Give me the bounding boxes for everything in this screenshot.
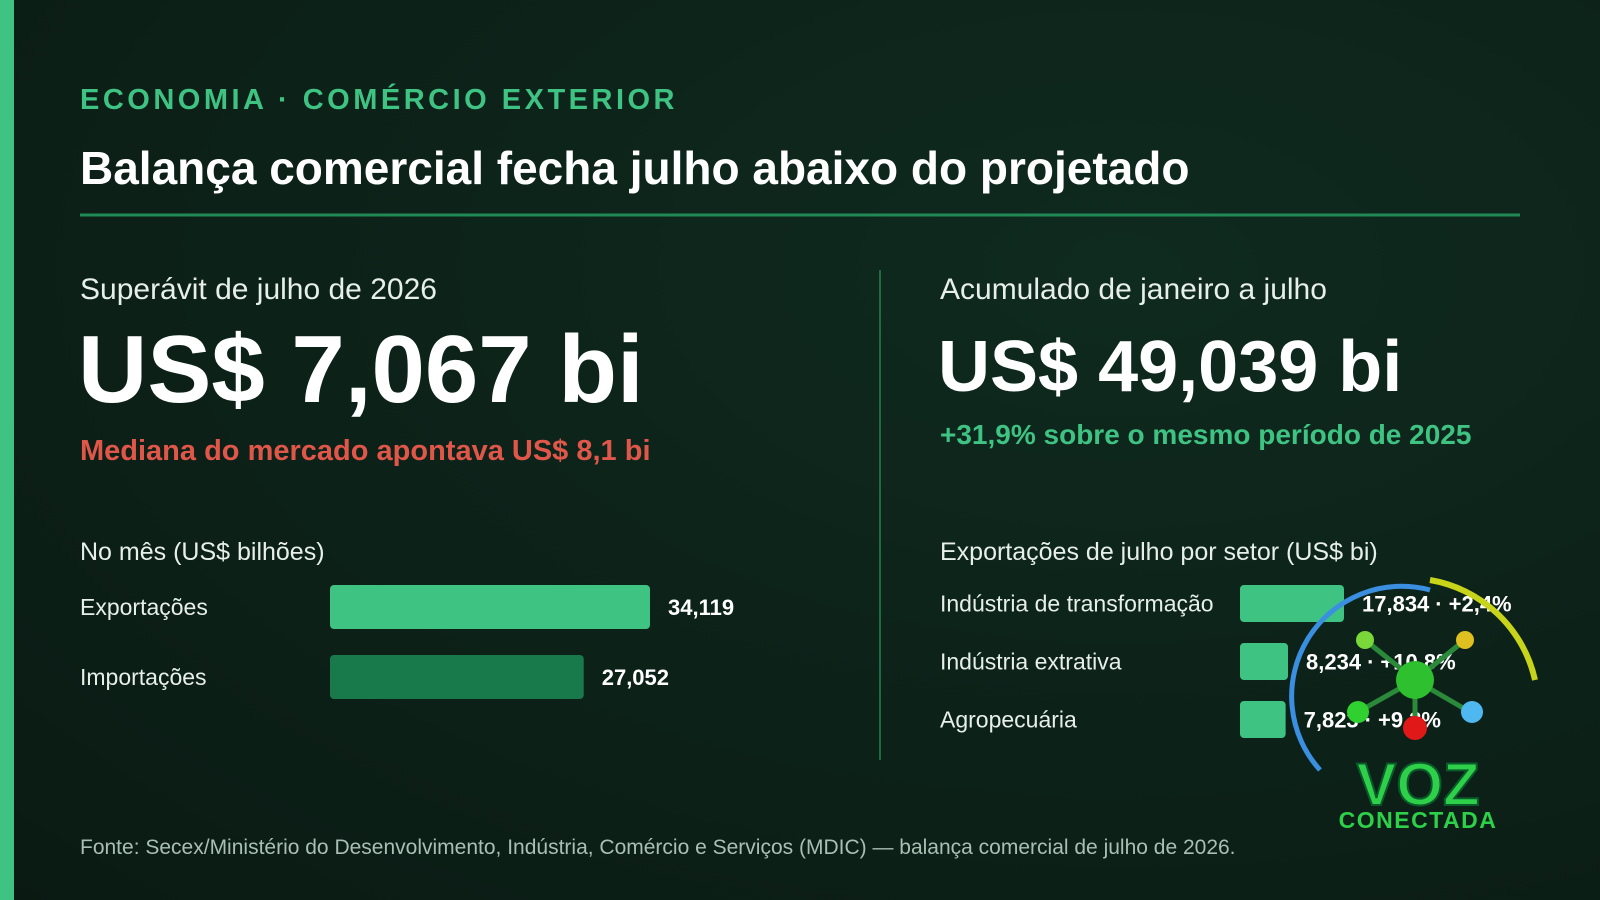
category-label: Exportações <box>80 594 208 620</box>
kicker: ECONOMIA · COMÉRCIO EXTERIOR <box>80 82 678 116</box>
value-text: 17,834 <box>1362 592 1430 617</box>
accent-strip <box>0 0 14 900</box>
category-label: Indústria de transformação <box>940 591 1214 617</box>
cumulative-value: US$ 49,039 bi <box>938 327 1402 407</box>
cumulative-note: +31,9% sobre o mesmo período de 2025 <box>940 419 1471 450</box>
logo-tagline: CONECTADA <box>1339 807 1498 833</box>
value-text: 34,119 <box>668 595 734 620</box>
category-label: Importações <box>80 664 207 690</box>
bar <box>330 585 650 629</box>
bar <box>1240 701 1286 738</box>
category-label: Agropecuária <box>940 707 1077 733</box>
separator: · <box>1435 592 1442 617</box>
logo-atom <box>1396 661 1434 699</box>
value-label: 17,834 · +2,4% <box>1362 592 1512 617</box>
bar <box>1240 643 1289 680</box>
monthly-value: US$ 7,067 bi <box>78 316 644 423</box>
logo-atom <box>1356 631 1374 649</box>
monthly-label: Superávit de julho de 2026 <box>80 273 437 306</box>
logo-atom <box>1461 701 1483 723</box>
value-text: 27,052 <box>602 665 669 690</box>
source: Fonte: Secex/Ministério do Desenvolvimen… <box>80 836 1236 859</box>
monthly-note: Mediana do mercado apontava US$ 8,1 bi <box>80 435 651 467</box>
bar <box>1240 585 1344 622</box>
headline: Balança comercial fecha julho abaixo do … <box>80 142 1189 194</box>
separator: · <box>1367 650 1374 675</box>
watermark-logo: VOZ CONECTADA <box>1289 577 1538 833</box>
bar <box>330 655 584 699</box>
logo-arc <box>1429 577 1538 681</box>
change-text: +2,4% <box>1449 592 1512 617</box>
category-label: Indústria extrativa <box>940 649 1122 675</box>
separator: · <box>1365 708 1372 733</box>
logo-name: VOZ <box>1356 751 1479 818</box>
logo-atom <box>1456 631 1474 649</box>
logo-atom <box>1403 716 1427 740</box>
cumulative-label: Acumulado de janeiro a julho <box>940 273 1327 306</box>
logo-atom <box>1347 701 1369 723</box>
chart-title: Exportações de julho por setor (US$ bi) <box>940 538 1378 566</box>
value-label: 34,119 <box>668 595 734 620</box>
chart-title: No mês (US$ bilhões) <box>80 538 325 566</box>
value-label: 27,052 <box>602 665 669 690</box>
value-text: 8,234 <box>1306 650 1362 675</box>
logo-arc <box>1289 583 1431 772</box>
